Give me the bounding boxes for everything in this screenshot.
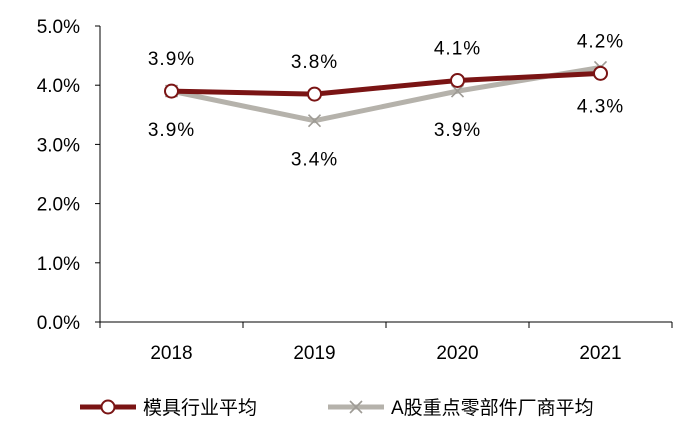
data-label: 3.4% <box>291 150 338 171</box>
x-tick-label: 2021 <box>579 343 621 364</box>
data-label: 4.3% <box>577 96 624 117</box>
legend-swatch-marker <box>100 399 116 415</box>
x-tick-label: 2019 <box>293 343 335 364</box>
y-tick-label: 3.0% <box>37 135 80 156</box>
data-point-marker <box>593 65 608 81</box>
data-point-marker <box>307 114 322 128</box>
chart-legend: 模具行业平均 A股重点零部件厂商平均 <box>80 397 594 419</box>
y-tick-label: 2.0% <box>37 195 80 216</box>
data-point-marker <box>164 83 179 99</box>
y-tick-label: 4.0% <box>37 76 80 97</box>
series-line <box>169 70 603 97</box>
data-point-marker <box>307 86 322 102</box>
x-tick-label: 2020 <box>436 343 478 364</box>
legend-label: 模具行业平均 <box>143 397 257 419</box>
legend-swatch-marker <box>349 400 363 414</box>
chart-series: 3.9% 3.8% 4.1% 4.2% 3.9% 3.4% 3.9% 4.3% <box>148 31 624 171</box>
data-label: 3.9% <box>148 49 195 70</box>
x-tick-label: 2018 <box>150 343 192 364</box>
y-tick-label: 5.0% <box>37 17 80 38</box>
data-label: 4.2% <box>577 31 624 52</box>
data-point-marker <box>450 84 465 98</box>
data-label: 3.8% <box>291 52 338 73</box>
y-tick-label: 0.0% <box>37 313 80 334</box>
data-point-marker <box>450 72 465 88</box>
data-label: 3.9% <box>434 120 481 141</box>
chart-axes: 0.0% 1.0% 2.0% 3.0% 4.0% 5.0% 2018 2019 2020 2021 <box>37 17 673 364</box>
y-tick-label: 1.0% <box>37 254 80 275</box>
legend-label: A股重点零部件厂商平均 <box>391 397 594 419</box>
data-label: 3.9% <box>148 120 195 141</box>
data-label: 4.1% <box>434 38 481 59</box>
